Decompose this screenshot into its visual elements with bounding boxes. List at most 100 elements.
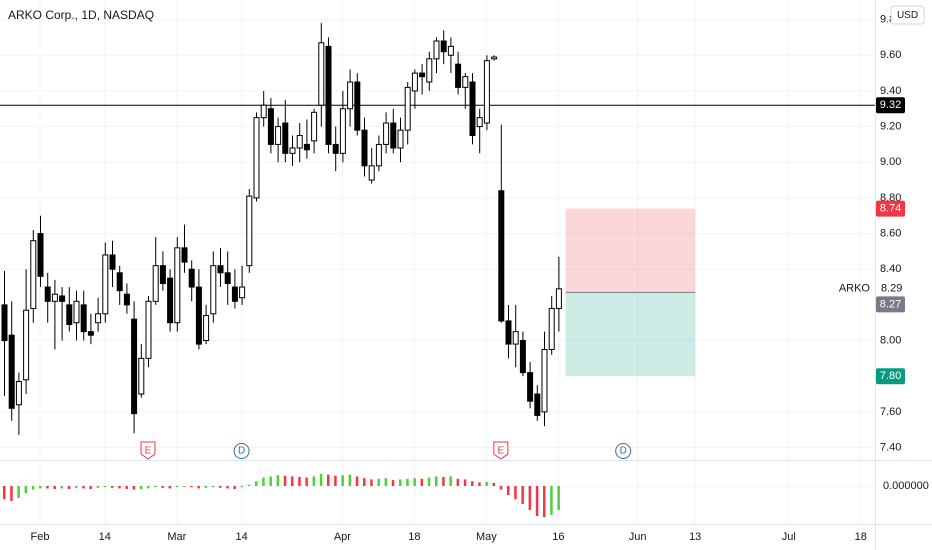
oscillator-bar <box>492 483 496 486</box>
oscillator-bar <box>298 477 301 486</box>
candle-body <box>397 129 404 149</box>
x-tick-label: Jun <box>629 531 647 543</box>
candle-body <box>339 108 346 154</box>
entry-price-label: 8.27 <box>880 298 901 310</box>
candle-body <box>95 313 102 324</box>
candle-body <box>15 381 22 406</box>
oscillator-bar <box>456 478 460 486</box>
oscillator-bar <box>67 486 71 489</box>
event-label: E <box>145 446 152 457</box>
oscillator-bar <box>60 486 64 489</box>
candle-body <box>174 247 181 324</box>
candle-body <box>548 307 555 350</box>
candle-body <box>282 122 289 154</box>
oscillator-bar <box>391 480 395 486</box>
oscillator-bar <box>269 476 272 486</box>
oscillator-bar <box>219 486 222 488</box>
candle-body <box>519 340 526 374</box>
candle-body <box>203 315 210 342</box>
candle-body <box>59 295 66 302</box>
candle-body <box>447 45 454 56</box>
oscillator-bar <box>147 486 150 489</box>
candle-body <box>296 135 303 149</box>
candle-body <box>131 318 138 415</box>
stop-price-label: 8.74 <box>880 203 901 215</box>
oscillator-bar <box>384 478 388 486</box>
candle-body <box>8 334 15 409</box>
candle-body <box>51 293 58 302</box>
oscillator-bar <box>535 486 539 516</box>
candle-body <box>138 357 145 395</box>
candle-body <box>210 265 217 315</box>
oscillator-bar <box>183 486 186 487</box>
oscillator-bar <box>449 476 452 486</box>
oscillator-bar <box>276 475 280 486</box>
candle-body <box>469 81 476 137</box>
target-zone <box>565 292 696 377</box>
oscillator-bar <box>53 486 56 489</box>
oscillator-bar <box>262 477 265 486</box>
candle-body <box>73 300 80 324</box>
oscillator-bar <box>557 486 560 510</box>
candle-body <box>23 309 30 381</box>
oscillator-bar <box>247 484 251 486</box>
candle-body <box>102 254 109 315</box>
oscillator-bar <box>363 478 366 486</box>
last-price-label: 8.29 <box>881 283 902 295</box>
candle-body <box>347 81 354 110</box>
candle-body <box>512 331 519 345</box>
oscillator-bar <box>413 478 416 486</box>
oscillator-bar <box>399 479 402 486</box>
oscillator-bar <box>226 486 229 489</box>
oscillator-bar <box>197 486 200 489</box>
event-label: E <box>497 446 504 457</box>
oscillator-bar <box>283 475 287 486</box>
oscillator-bar <box>139 486 143 489</box>
y-tick-label: 9.20 <box>880 120 901 132</box>
candle-body <box>275 126 282 145</box>
candle-body <box>311 111 318 142</box>
y-tick-label: 7.40 <box>880 441 901 453</box>
symbol-label: ARKO <box>839 283 871 295</box>
oscillator-bar <box>406 478 409 486</box>
oscillator-bar <box>543 486 546 518</box>
earnings-marker <box>493 441 509 460</box>
candle-body <box>541 348 548 413</box>
oscillator-bar <box>478 482 481 486</box>
event-label: D <box>620 446 627 457</box>
candle-body <box>30 240 37 309</box>
candle-body <box>303 143 310 151</box>
oscillator-bar <box>211 486 215 488</box>
candle-body <box>505 320 512 345</box>
oscillator-bar <box>435 476 438 486</box>
oscillator-bar <box>24 486 28 494</box>
oscillator-bar <box>75 486 78 488</box>
oscillator-bar <box>103 486 107 488</box>
oscillator-bar <box>132 486 136 490</box>
y-tick-label: 8.00 <box>880 334 901 346</box>
oscillator-tick-label: 0.000000 <box>883 480 929 492</box>
candle-body <box>267 108 274 145</box>
y-tick-label: 7.60 <box>880 406 901 418</box>
candle-body <box>87 331 94 336</box>
oscillator-bar <box>111 486 114 488</box>
y-tick-label: 9.60 <box>880 49 901 61</box>
candle-body <box>66 304 73 325</box>
oscillator-bar <box>96 486 100 488</box>
candle-body <box>476 117 483 128</box>
x-tick-label: Mar <box>167 531 186 543</box>
oscillator-bar <box>427 477 431 486</box>
candle-body <box>390 122 397 149</box>
candle-body <box>555 288 562 309</box>
oscillator-bar <box>161 486 164 488</box>
oscillator-bar <box>550 486 553 515</box>
y-tick-label: 8.40 <box>880 263 901 275</box>
candle-body <box>289 147 296 154</box>
candle-body <box>375 143 382 167</box>
oscillator-bar <box>233 486 236 489</box>
oscillator-bar <box>125 486 128 489</box>
target-price-box <box>876 368 905 385</box>
candle-body <box>159 265 166 284</box>
